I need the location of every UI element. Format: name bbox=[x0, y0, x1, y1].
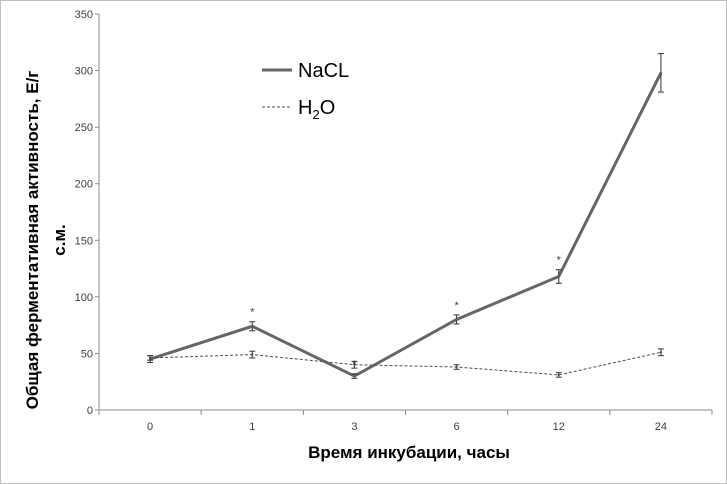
series-h2o bbox=[147, 348, 664, 378]
legend: NaCL H2O bbox=[262, 60, 349, 122]
data-point-nacl bbox=[353, 374, 356, 378]
series-line-nacl bbox=[149, 72, 663, 378]
x-tick-label: 0 bbox=[147, 421, 153, 433]
y-tick-label: 0 bbox=[87, 405, 93, 417]
significance-marker: * bbox=[557, 255, 562, 267]
data-point-h2o bbox=[251, 353, 254, 356]
data-point-h2o bbox=[455, 365, 458, 369]
series-line-h2o bbox=[150, 351, 662, 376]
data-point-nacl bbox=[455, 318, 458, 321]
y-tick-label: 50 bbox=[81, 348, 93, 360]
x-tick-label: 12 bbox=[553, 421, 565, 433]
y-axis-title-line1: Общая ферментативная активность, Е/г bbox=[23, 71, 42, 410]
y-tick-label: 250 bbox=[75, 122, 93, 134]
x-tick-label: 3 bbox=[351, 421, 357, 433]
legend-label-nacl: NaCL bbox=[298, 60, 349, 82]
data-point-h2o bbox=[148, 356, 152, 360]
significance-marker: * bbox=[250, 307, 255, 319]
significance-marker: * bbox=[454, 300, 459, 312]
series-nacl: **** bbox=[147, 53, 664, 379]
x-tick-label: 1 bbox=[249, 421, 255, 433]
y-tick-label: 300 bbox=[75, 66, 93, 78]
data-point-h2o bbox=[659, 351, 663, 354]
y-tick-label: 200 bbox=[75, 179, 93, 191]
x-tick-label: 6 bbox=[454, 421, 460, 433]
x-tick-label: 24 bbox=[655, 421, 667, 433]
legend-label-h2o: H2O bbox=[298, 97, 335, 122]
data-point-nacl bbox=[659, 71, 663, 75]
y-axis-title-line2: с.м. bbox=[50, 224, 69, 255]
data-point-h2o bbox=[353, 363, 356, 366]
data-point-nacl bbox=[557, 275, 560, 278]
data-point-nacl bbox=[251, 325, 254, 328]
data-point-h2o bbox=[557, 373, 560, 377]
x-axis-title: Время инкубации, часы bbox=[308, 443, 510, 462]
y-tick-label: 350 bbox=[75, 9, 93, 21]
y-tick-label: 100 bbox=[75, 292, 93, 304]
y-tick-label: 150 bbox=[75, 235, 93, 247]
